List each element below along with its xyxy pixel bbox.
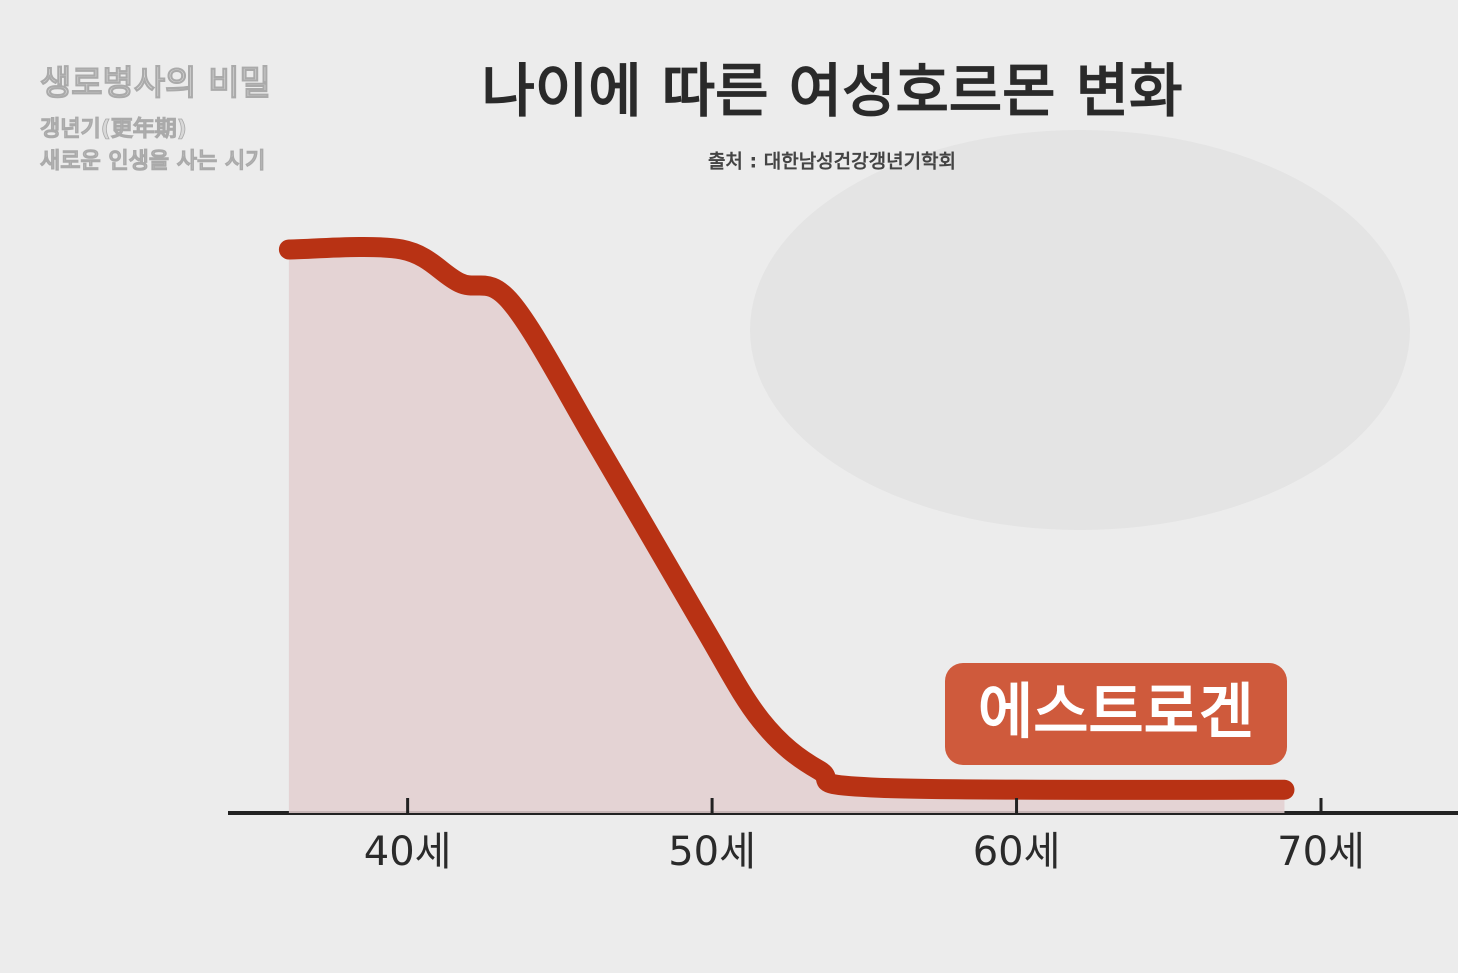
line	[278, 237, 1295, 800]
chart-title: 나이에 따른 여성호르몬 변화	[482, 57, 1183, 125]
legend-box	[945, 663, 1287, 765]
legend: 에스트로겐	[945, 663, 1287, 765]
x-tick-label: 70세	[1277, 829, 1365, 875]
x-tick-label: 60세	[973, 829, 1061, 875]
area	[288, 246, 1285, 813]
x-tick-label: 50세	[668, 829, 756, 875]
chart-subtitle: 출처 : 대한남성건강갱년기학회	[708, 151, 956, 173]
program-line: 새로운 인생을 사는 시기	[40, 149, 265, 174]
program-title: 생로병사의 비밀	[40, 64, 271, 104]
x-tick-label: 40세	[364, 829, 452, 875]
program-line: 갱년기(更年期)	[40, 116, 187, 142]
background-shape	[750, 130, 1410, 530]
legend-label: 에스트로겐	[978, 678, 1254, 748]
